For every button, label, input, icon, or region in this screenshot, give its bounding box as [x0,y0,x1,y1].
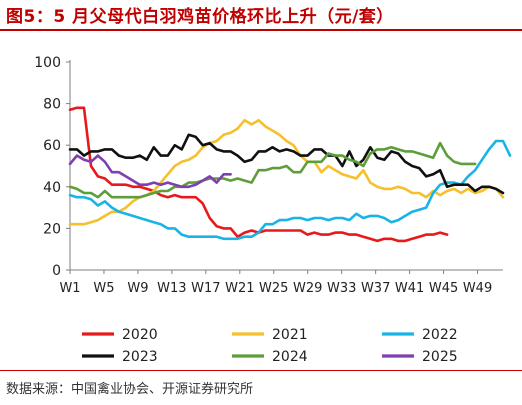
y-tick-label: 80 [43,97,61,113]
y-tick-label: 40 [43,180,61,196]
x-tick-label: W37 [361,281,390,296]
x-tick-label: W25 [259,281,288,296]
legend-label: 2020 [122,327,158,343]
x-tick-label: W17 [191,281,220,296]
y-tick-label: 100 [34,55,61,71]
x-tick-label: W33 [327,281,356,296]
y-tick-label: 20 [43,221,61,237]
legend-item-2022: 2022 [382,327,458,343]
legend-label: 2022 [422,327,458,343]
line-chart: 0 20 40 60 80 100 W1 W5 W9 W13 W17 W21 W25 W29 W33 W37 W… [34,55,512,365]
x-tick-label: W9 [127,281,148,296]
legend-item-2023: 2023 [82,349,158,365]
series-line-2025 [68,154,232,189]
series-line-2023 [68,133,505,195]
x-tick-label: W1 [59,281,80,296]
source-divider [0,370,522,371]
legend-label: 2023 [122,349,158,365]
legend-item-2020: 2020 [82,327,158,343]
title-divider [0,29,522,31]
y-tick-label: 60 [43,138,61,154]
x-tick-label: W5 [93,281,114,296]
legend-item-2025: 2025 [382,349,458,365]
legend-label: 2024 [272,349,308,365]
x-tick-label: W29 [293,281,322,296]
legend-item-2021: 2021 [232,327,308,343]
legend-label: 2025 [422,349,458,365]
legend-item-2024: 2024 [232,349,308,365]
legend-label: 2021 [272,327,308,343]
chart-title: 图5：5 月父母代白羽鸡苗价格环比上升（元/套） [6,7,394,27]
x-tick-label: W21 [225,281,254,296]
data-source-note: 数据来源：中国禽业协会、开源证券研究所 [6,382,254,397]
series-line-2024 [68,141,477,199]
series-line-2022 [68,139,512,241]
x-tick-label: W13 [157,281,186,296]
x-tick-label: W45 [429,281,458,296]
x-tick-label: W41 [395,281,424,296]
x-tick-label: W49 [463,281,492,296]
y-tick-label: 0 [52,263,61,279]
